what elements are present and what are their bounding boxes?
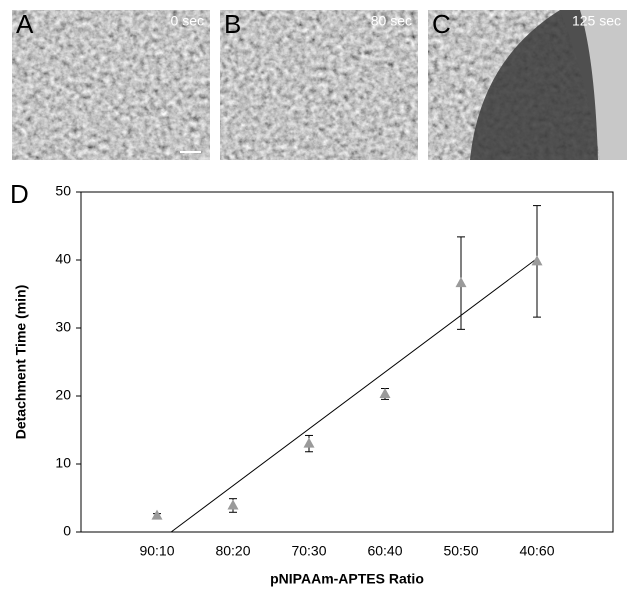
panel-time: 80 sec	[371, 13, 412, 29]
point	[227, 499, 239, 510]
panel-letter: D	[10, 179, 29, 209]
x-tick-label: 70:30	[291, 543, 326, 559]
trendline	[170, 258, 538, 533]
panel-c	[428, 10, 627, 160]
point	[379, 387, 391, 398]
y-tick-label: 10	[55, 455, 71, 471]
x-tick-label: 40:60	[519, 543, 554, 559]
detached-sheet	[470, 10, 598, 160]
panel-time: 125 sec	[572, 13, 621, 29]
point	[455, 277, 467, 288]
panel-time: 0 sec	[171, 13, 204, 29]
x-tick-label: 90:10	[139, 543, 174, 559]
panel-labels: A 0 sec B 80 sec C 125 sec	[16, 9, 621, 39]
x-tick-label: 60:40	[367, 543, 402, 559]
micrograph	[220, 10, 418, 160]
x-tick-label: 80:20	[215, 543, 250, 559]
panel-letter: C	[432, 9, 451, 39]
x-tick-label: 50:50	[443, 543, 478, 559]
x-axis-title: pNIPAAm-APTES Ratio	[270, 571, 424, 587]
plot-frame	[80, 191, 614, 533]
y-tick-label: 20	[55, 387, 71, 403]
panel-b	[220, 10, 418, 160]
panel-letter: A	[16, 9, 34, 39]
y-tick-label: 50	[55, 183, 71, 199]
panel-a	[12, 10, 210, 160]
y-axis-title: Detachment Time (min)	[13, 285, 29, 440]
point	[151, 509, 163, 520]
y-tick-label: 30	[55, 319, 71, 335]
y-tick-label: 0	[63, 523, 71, 539]
micrograph	[12, 10, 210, 160]
point	[531, 255, 543, 266]
point	[303, 437, 315, 448]
y-tick-label: 40	[55, 251, 71, 267]
panel-letter: B	[224, 9, 241, 39]
